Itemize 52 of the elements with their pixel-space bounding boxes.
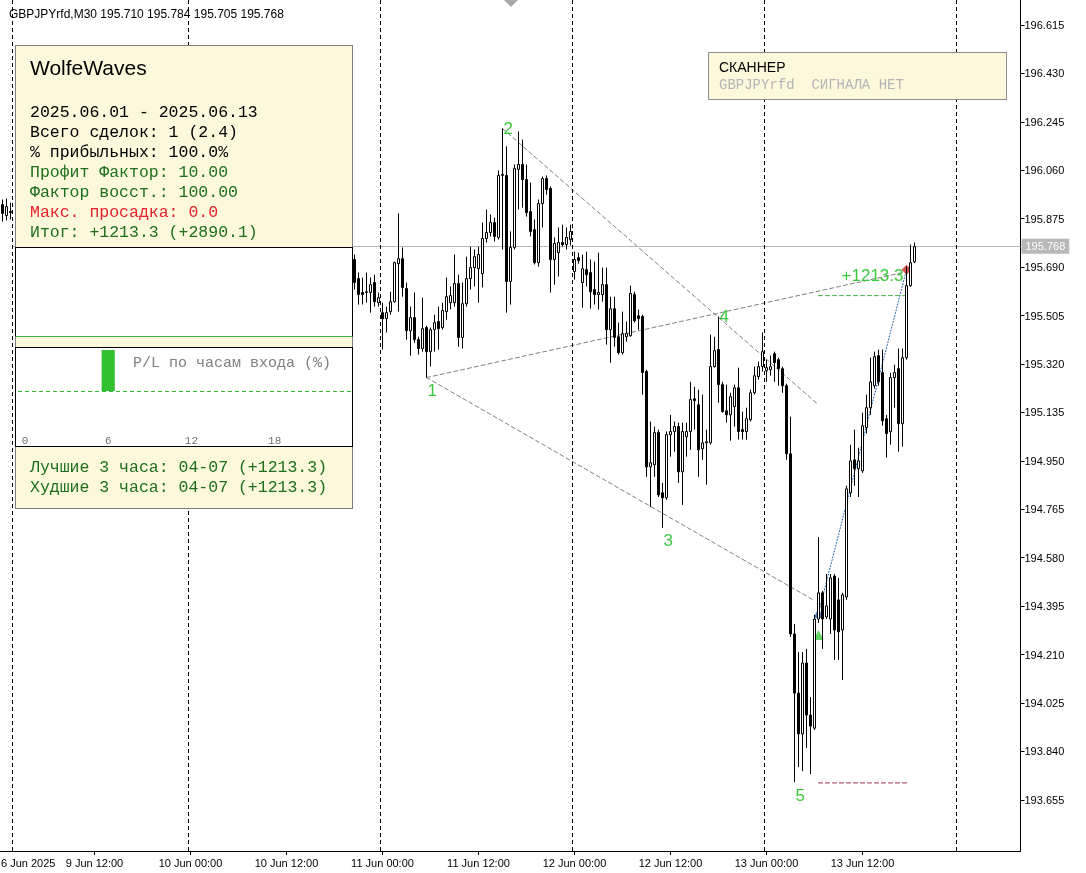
y-tick-label: 194.025 bbox=[1024, 697, 1065, 710]
annotation: 2025.06.01 - 2025.06.13 bbox=[30, 103, 258, 123]
annotation: Худшие 3 часа: 04-07 (+1213.3) bbox=[30, 478, 328, 498]
x-tick-label: 10 Jun 12:00 bbox=[254, 856, 319, 869]
y-tick-label: 194.210 bbox=[1024, 648, 1065, 661]
annotation: Профит Фактор: 10.00 bbox=[30, 163, 230, 183]
y-tick-label: 196.615 bbox=[1024, 18, 1065, 31]
y-tick-label: 195.135 bbox=[1024, 406, 1065, 419]
annotation: Лучшие 3 часа: 04-07 (+1213.3) bbox=[30, 458, 328, 478]
x-tick-label: 10 Jun 00:00 bbox=[158, 856, 223, 869]
annotation: СКАННЕР bbox=[719, 58, 787, 76]
x-tick-label: 11 Jun 00:00 bbox=[351, 856, 414, 869]
annotation: 2 bbox=[503, 119, 513, 139]
x-tick-label: 18 bbox=[268, 434, 282, 447]
text: 6 Jun 2025 bbox=[1, 857, 56, 870]
annotation: 5 bbox=[795, 785, 805, 805]
x-tick-label: 0 bbox=[21, 434, 29, 447]
annotation: 3 bbox=[663, 531, 673, 551]
annotation: Всего сделок: 1 (2.4) bbox=[30, 123, 239, 143]
y-tick-label: 194.395 bbox=[1024, 600, 1065, 613]
x-tick-label: 12 Jun 00:00 bbox=[542, 856, 607, 869]
y-tick-label: 195.690 bbox=[1024, 261, 1065, 274]
x-tick-label: 12 Jun 12:00 bbox=[638, 856, 703, 869]
annotation: GBPJPYrfd СИГНАЛА НЕТ bbox=[719, 76, 905, 94]
annotation: Макс. просадка: 0.0 bbox=[30, 203, 220, 223]
x-tick-label: 9 Jun 12:00 bbox=[65, 856, 124, 869]
x-tick-label: 12 bbox=[184, 434, 199, 447]
annotation: Фактор восст.: 100.00 bbox=[30, 183, 239, 203]
ref-line-label: 195.768 bbox=[1025, 240, 1066, 253]
text-box: СКАННЕР GBPJPYrfd СИГНАЛА НЕТ bbox=[708, 52, 1007, 100]
y-tick-label: 193.840 bbox=[1024, 745, 1065, 758]
annotation: +1213.3 bbox=[841, 266, 904, 286]
y-tick-label: 195.320 bbox=[1024, 357, 1065, 370]
y-tick-label: 195.875 bbox=[1024, 212, 1065, 225]
x-tick-label: 6 bbox=[104, 434, 112, 447]
y-tick-label: 194.765 bbox=[1024, 503, 1065, 516]
y-tick-label: 196.430 bbox=[1024, 67, 1065, 80]
y-tick-label: 194.950 bbox=[1024, 454, 1065, 467]
y-tick-label: 194.580 bbox=[1024, 551, 1065, 564]
annotation: Итог: +1213.3 (+2890.1) bbox=[30, 223, 258, 243]
y-tick-label: 196.245 bbox=[1024, 115, 1065, 128]
annotation: 4 bbox=[719, 307, 729, 327]
annotation: % прибыльных: 100.0% bbox=[30, 143, 230, 163]
annotation: 1 bbox=[427, 381, 437, 401]
chart-title: P/L по часам входа (%) bbox=[133, 355, 332, 372]
y-tick-label: 193.655 bbox=[1024, 793, 1065, 806]
x-tick-label: 13 Jun 12:00 bbox=[830, 856, 895, 869]
y-tick-label: 195.505 bbox=[1024, 309, 1065, 322]
x-tick-label: 13 Jun 00:00 bbox=[734, 856, 799, 869]
y-tick-label: 196.060 bbox=[1024, 164, 1065, 177]
x-tick-label: 11 Jun 12:00 bbox=[447, 856, 510, 869]
text: WolfeWaves bbox=[30, 55, 147, 81]
